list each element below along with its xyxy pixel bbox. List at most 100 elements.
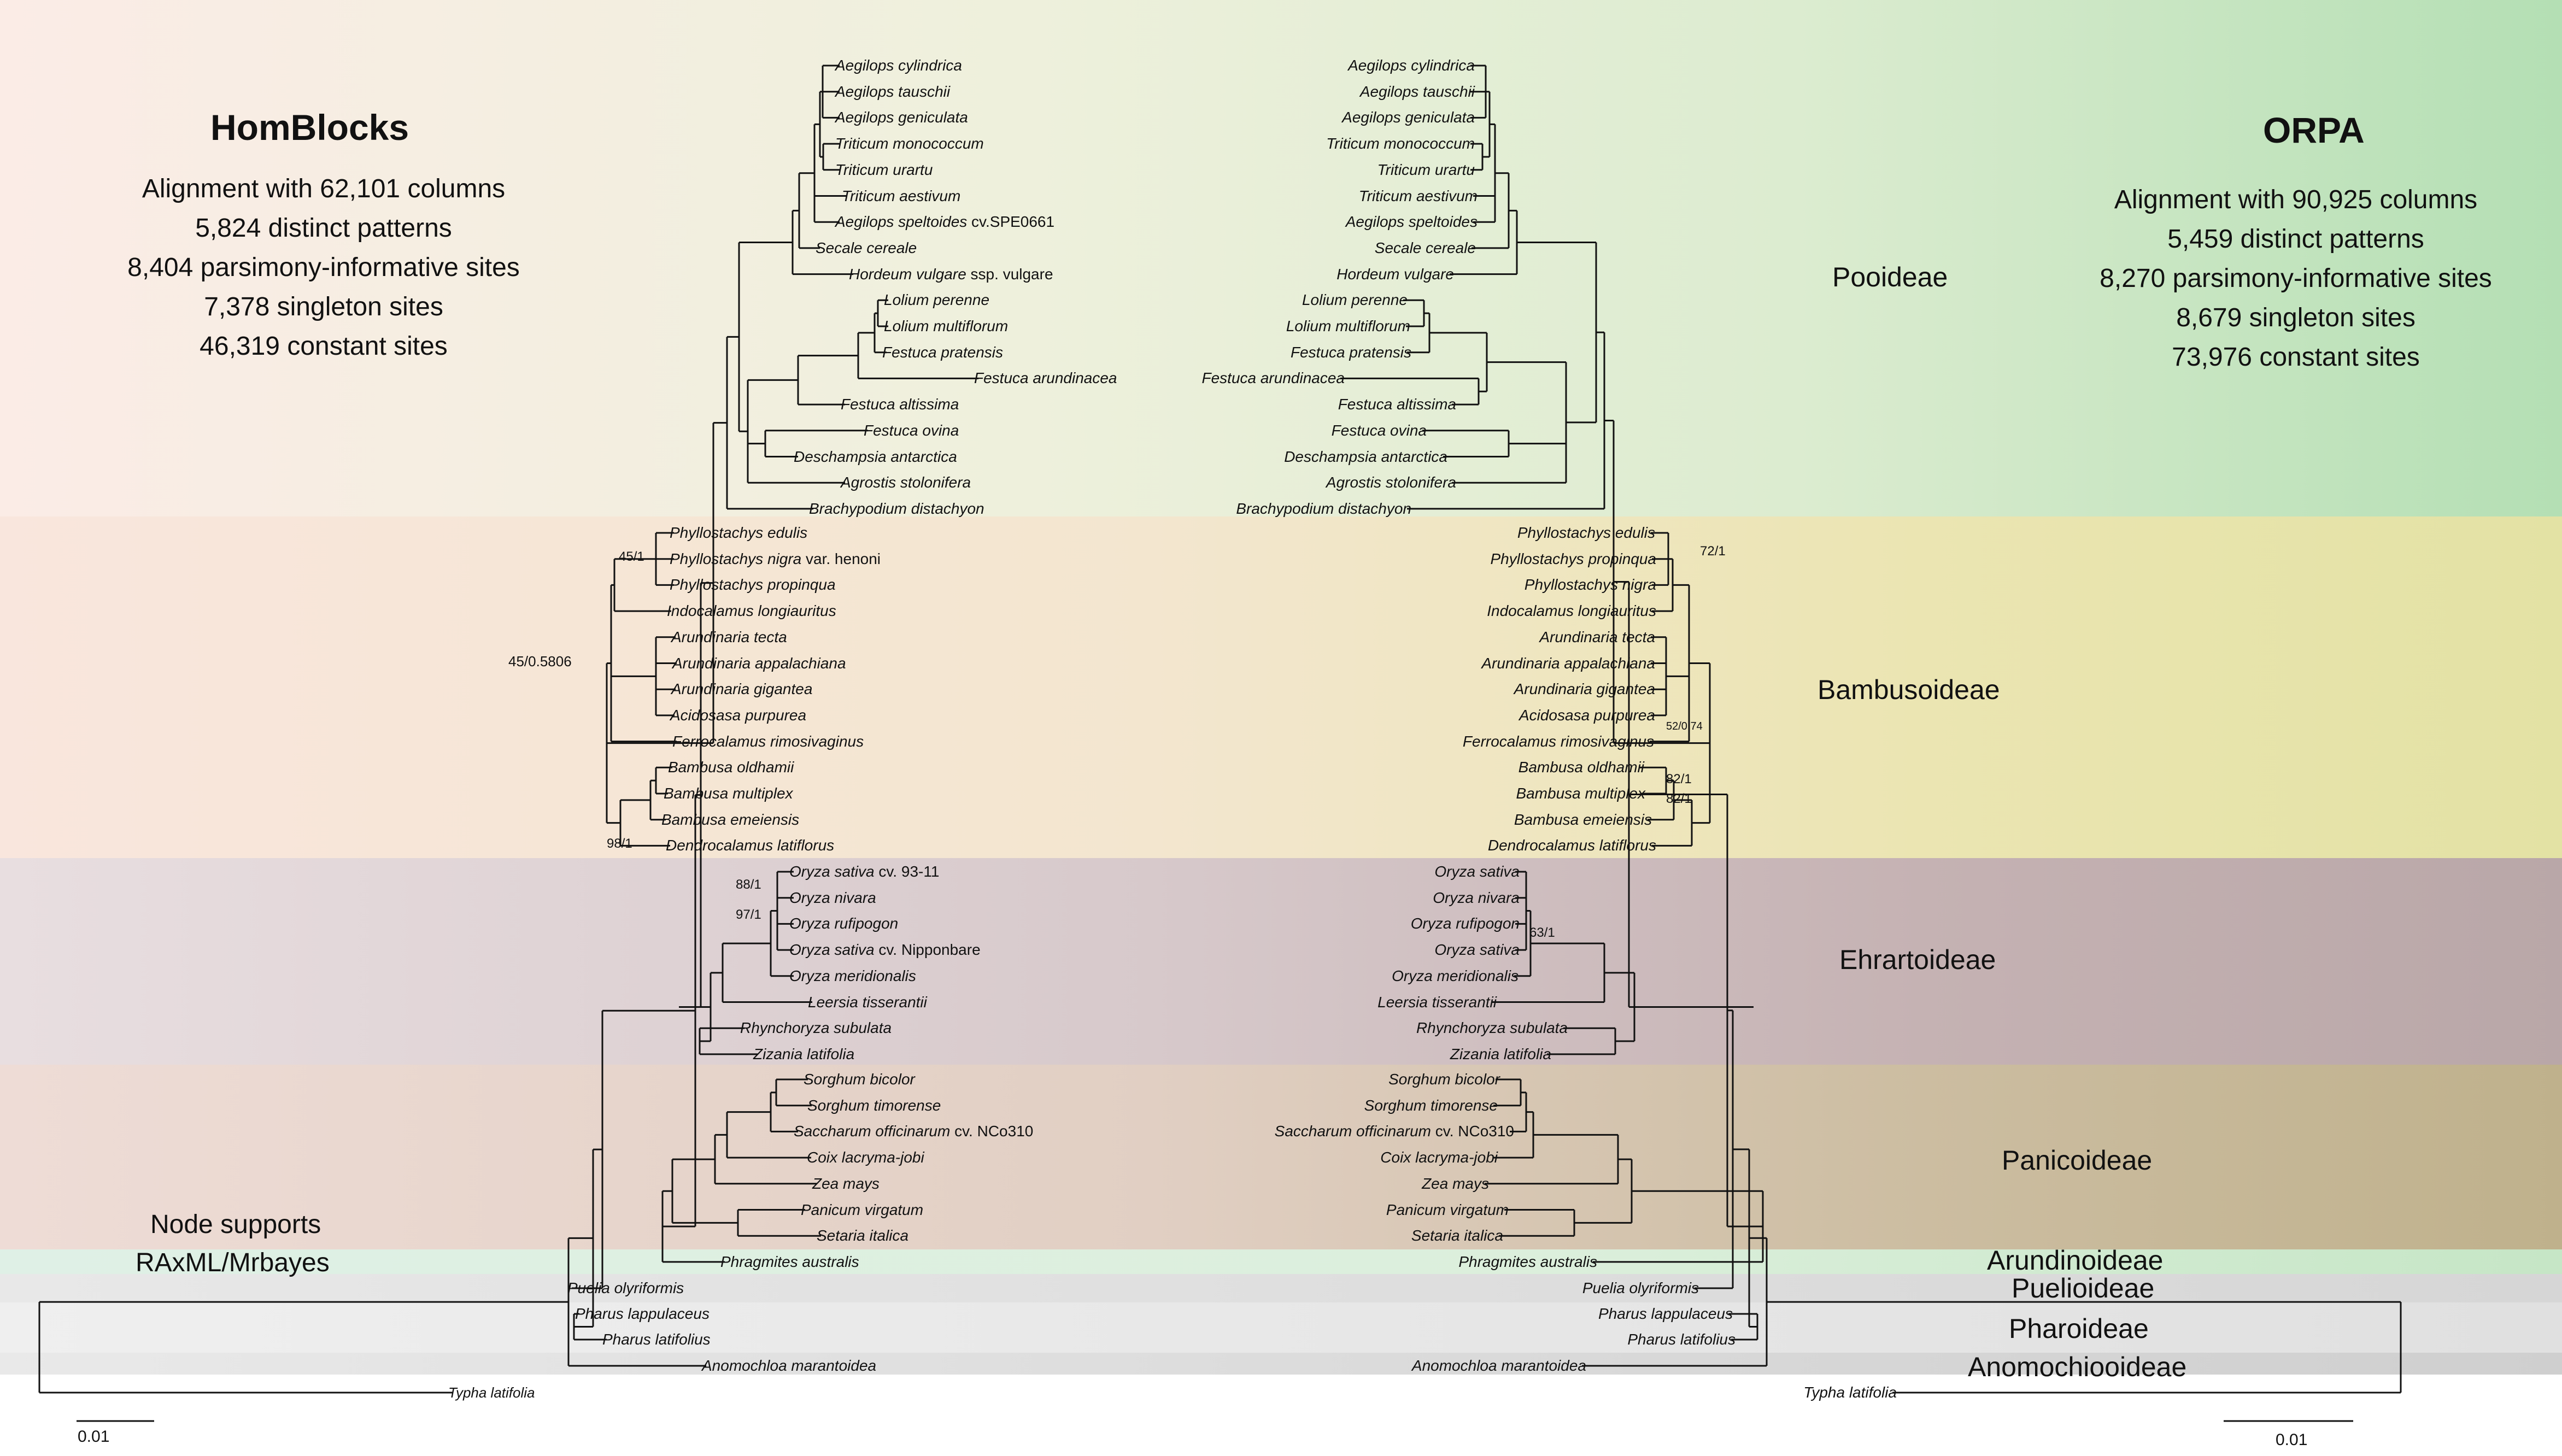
taxon-cultivar: cv. 93-11 [874,863,940,880]
taxon-right-deschampsia-antarctica-15: Deschampsia antarctica [1284,448,1447,466]
subfamily-label-arundinoideae: Arundinoideae [1987,1245,2164,1276]
taxon-name: Aegilops geniculata [835,109,968,126]
clade-18 [797,355,858,406]
taxon-right-zea-mays-43: Zea mays [1422,1175,1489,1193]
clade-15 [822,64,840,119]
clade-39 [1485,1134,1619,1185]
taxon-name: Festuca pratensis [882,343,1003,361]
taxon-name: Oryza nivara [1433,889,1520,906]
taxon-name: Setaria italica [1411,1227,1503,1244]
taxon-name: Puelia olyriformis [567,1279,684,1296]
band-ehrartoideae [0,858,2562,1065]
clade-9 [726,336,813,510]
taxon-cultivar: var. henoni [801,550,881,567]
support-left-1: 45/0.5806 [508,653,572,670]
taxon-right-triticum-monococcum-3: Triticum monococcum [1326,135,1475,152]
taxon-left-zizania-latifolia-38: Zizania latifolia [753,1046,854,1063]
taxon-name: Oryza sativa [1434,863,1520,880]
clade-24 [1650,584,1690,743]
clade-39 [714,1134,817,1185]
clade-16 [822,143,840,171]
taxon-right-oryza-sativa-34: Oryza sativa [1434,941,1520,959]
taxon-name: Festuca altissima [1338,396,1456,413]
left-tree-branches [38,64,978,1394]
clade-29 [649,779,666,821]
clade-38 [671,1158,738,1224]
taxon-left-festuca-pratensis-11: Festuca pratensis [882,344,1003,361]
taxon-name: Triticum aestivum [1358,187,1478,204]
clade-41 [1510,1091,1527,1132]
right_panel-stat-4: 73,976 constant sites [2172,343,2420,372]
support-right-3: 82/1 [1666,791,1692,806]
left-panel-title: HomBlocks [210,107,409,148]
taxon-right-bambusa-multiplex-28: Bambusa multiplex [1516,785,1645,802]
taxon-name: Sorghum bicolor [1388,1071,1500,1088]
taxon-name: Festuca ovina [864,421,959,439]
taxon-cultivar: cv. Nipponbare [874,941,981,959]
clade-3 [1582,1237,1768,1367]
support-left-2: 98/1 [607,836,632,851]
clade-12 [1471,172,1510,249]
clade-42 [1493,1078,1522,1107]
taxon-name: Zea mays [812,1175,880,1192]
subfamily-label-bambusoideae: Bambusoideae [1818,674,2000,705]
taxon-name: Oryza sativa [1434,941,1520,959]
taxon-left-bambusa-oldhamii-27: Bambusa oldhamii [668,759,794,776]
clade-21 [1340,377,1480,406]
taxon-name: Bambusa multiplex [1516,785,1645,802]
taxon-name: Triticum urartu [835,161,933,178]
taxon-left-festuca-arundinacea-12: Festuca arundinacea [974,369,1117,387]
taxon-right-indocalamus-longiauritus-21: Indocalamus longiauritus [1487,602,1656,620]
taxon-name: Festuca arundinacea [974,369,1117,387]
taxon-name: Puelia olyriformis [1582,1279,1699,1296]
clade-24 [610,584,677,743]
taxon-left-ferrocalamus-rimosivaginus-26: Ferrocalamus rimosivaginus [672,733,864,750]
taxon-name: Sorghum timorense [807,1096,941,1114]
taxon-name: Triticum urartu [1377,161,1475,178]
clade-22 [764,430,868,457]
left_panel-stat-3: 7,378 singleton sites [204,292,443,321]
support-right-1: 52/0.74 [1666,720,1703,732]
taxon-right-secale-cereale-7: Secale cereale [1375,239,1476,257]
clade-37 [661,1190,725,1263]
taxon-name: Bambusa oldhamii [668,759,794,776]
taxon-name: Festuca arundinacea [1201,369,1345,387]
clade-4 [1733,1148,1757,1328]
taxon-name: Phyllostachys edulis [670,524,808,541]
taxon-left-aegilops-speltoides-6: Aegilops speltoides cv.SPE0661 [835,213,1054,231]
taxon-name: Dendrocalamus latiflorus [1487,837,1656,854]
taxon-right-saccharum-officinarum-41: Saccharum officinarum cv. NCo310 [1275,1123,1514,1140]
taxon-name: Panicum virgatum [801,1201,924,1218]
taxon-name: Zea mays [1422,1175,1489,1192]
taxon-left-leersia-tisserantii-36: Leersia tisserantii [808,994,927,1011]
taxon-left-triticum-aestivum-5: Triticum aestivum [842,187,960,205]
taxon-right-aegilops-geniculata-2: Aegilops geniculata [1342,109,1475,126]
taxon-name: Triticum aestivum [842,187,961,204]
taxon-name: Arundinaria gigantea [1514,680,1655,698]
clade-33 [722,942,812,1003]
taxon-name: Triticum monococcum [835,135,984,152]
taxon-name: Sorghum timorense [1364,1096,1498,1114]
taxon-right-typha-latifolia-51: Typha latifolia [1803,1384,1897,1401]
taxon-name: Bambusa emeiensis [661,811,800,828]
taxon-name: Rhynchoryza subulata [1416,1019,1568,1037]
taxon-name: Agrostis stolonifera [841,474,971,491]
taxon-name: Phyllostachys nigra [670,550,802,567]
taxon-cultivar: cv.SPE0661 [967,213,1055,231]
taxon-left-indocalamus-longiauritus-21: Indocalamus longiauritus [667,602,836,620]
taxon-name: Deschampsia antarctica [1284,448,1447,465]
clade-12 [798,172,820,249]
taxon-name: Aegilops speltoides [835,213,968,231]
taxon-name: Brachypodium distachyon [809,500,984,517]
node-support-title: Node supports [150,1210,321,1239]
taxon-right-leersia-tisserantii-36: Leersia tisserantii [1377,994,1497,1011]
taxon-left-anomochloa-marantoidea-50: Anomochloa marantoidea [702,1357,876,1375]
taxon-name: Coix lacryma-jobi [807,1149,924,1166]
taxon-right-sorghum-timorense-40: Sorghum timorense [1364,1097,1498,1114]
clade-22 [1422,430,1510,457]
node-support-subtitle: RAxML/Mrbayes [136,1248,330,1277]
taxon-left-lolium-multiflorum-10: Lolium multiflorum [884,318,1008,335]
taxon-right-puelia-olyriformis-47: Puelia olyriformis [1582,1279,1699,1297]
taxon-name: Typha latifolia [1803,1384,1897,1401]
scale-label-right: 0.01 [2276,1431,2308,1449]
